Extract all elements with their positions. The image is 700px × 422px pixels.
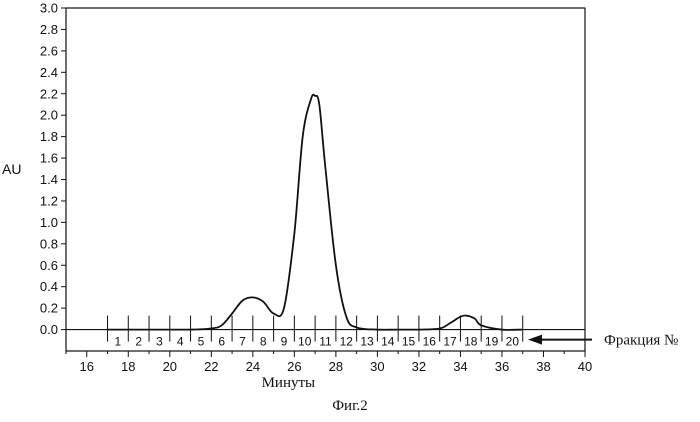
fraction-label: 6 xyxy=(218,335,225,349)
fraction-label: 20 xyxy=(506,335,520,349)
x-tick-label: 40 xyxy=(578,359,592,374)
x-tick-label: 36 xyxy=(495,359,509,374)
y-tick-label: 1.4 xyxy=(40,172,58,187)
x-tick-label: 28 xyxy=(329,359,343,374)
x-tick-label: 34 xyxy=(453,359,467,374)
y-tick-label: 2.4 xyxy=(40,65,58,80)
y-tick-label: 2.6 xyxy=(40,43,58,58)
fraction-label: 11 xyxy=(319,335,332,349)
y-tick-label: 0.0 xyxy=(40,322,58,337)
x-tick-label: 24 xyxy=(246,359,260,374)
y-tick-label: 3.0 xyxy=(40,1,58,16)
fraction-label: 3 xyxy=(156,335,163,349)
fraction-label: 16 xyxy=(423,335,437,349)
y-axis-label: AU xyxy=(2,161,21,177)
fraction-label: 1 xyxy=(115,335,122,349)
fraction-label: 15 xyxy=(402,335,416,349)
fraction-label: 4 xyxy=(177,335,184,349)
x-tick-label: 38 xyxy=(536,359,550,374)
series-line xyxy=(108,95,523,330)
x-tick-label: 26 xyxy=(287,359,301,374)
x-tick-label: 16 xyxy=(80,359,94,374)
y-tick-label: 0.8 xyxy=(40,236,58,251)
figure-caption: Фиг.2 xyxy=(0,398,700,415)
fraction-label: 10 xyxy=(298,335,312,349)
fraction-label: 7 xyxy=(239,335,246,349)
y-tick-label: 2.0 xyxy=(40,108,58,123)
y-tick-label: 1.0 xyxy=(40,215,58,230)
y-tick-label: 1.6 xyxy=(40,151,58,166)
fraction-label: 13 xyxy=(360,335,374,349)
y-tick-label: 0.6 xyxy=(40,258,58,273)
x-tick-label: 20 xyxy=(163,359,177,374)
plot-border xyxy=(66,8,585,351)
arrow-head xyxy=(528,335,542,345)
fraction-label: 5 xyxy=(198,335,205,349)
y-axis-ticks: 0.0 0.2 0.4 0.6 0.8 1.0 1.2 1.4 1.6 1.8 2.0 2.2 2.4 2… xyxy=(40,1,66,338)
fraction-label: 2 xyxy=(135,335,142,349)
fraction-markers: 1234567891011121314151617181920 xyxy=(108,316,523,349)
x-tick-label: 18 xyxy=(121,359,135,374)
fraction-label: 9 xyxy=(281,335,288,349)
y-tick-label: 0.2 xyxy=(40,301,58,316)
chromatogram-chart: 0.0 0.2 0.4 0.6 0.8 1.0 1.2 1.4 1.6 1.8 2.0 2.2 2.4 2… xyxy=(0,0,700,395)
fraction-label: 8 xyxy=(260,335,267,349)
x-tick-label: 32 xyxy=(412,359,426,374)
x-tick-label: 30 xyxy=(370,359,384,374)
fraction-label: 14 xyxy=(381,335,395,349)
fraction-label: 12 xyxy=(340,335,354,349)
x-axis-ticks: 16 18 20 22 24 26 28 30 32 34 36 38 40 xyxy=(66,351,592,374)
fraction-label: 18 xyxy=(464,335,478,349)
plot-frame xyxy=(66,8,585,351)
fraction-arrow xyxy=(528,335,592,345)
series-group xyxy=(108,95,523,330)
x-tick-label: 22 xyxy=(204,359,218,374)
x-axis-label: Минуты xyxy=(262,375,316,391)
y-tick-label: 2.8 xyxy=(40,22,58,37)
y-tick-label: 2.2 xyxy=(40,86,58,101)
fraction-annotation: Фракция № xyxy=(604,333,678,349)
fraction-label: 19 xyxy=(485,335,499,349)
fraction-label: 17 xyxy=(443,335,457,349)
y-tick-label: 0.4 xyxy=(40,279,58,294)
y-tick-label: 1.8 xyxy=(40,129,58,144)
y-tick-label: 1.2 xyxy=(40,193,58,208)
